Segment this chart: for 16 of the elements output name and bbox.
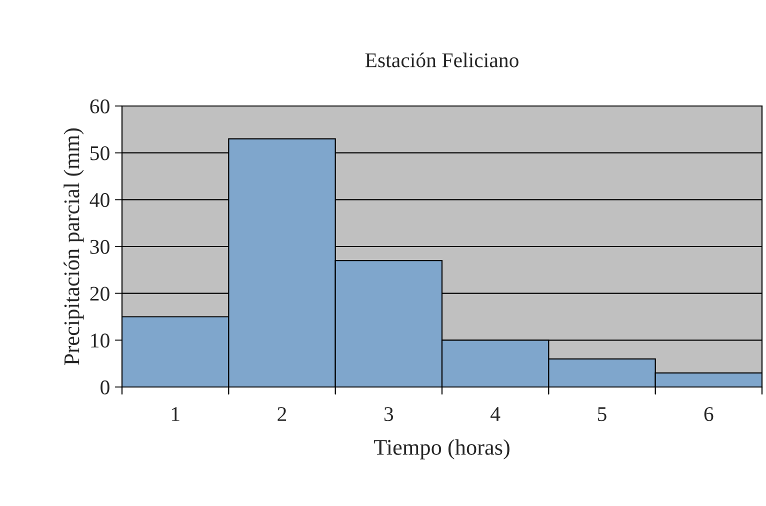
x-tick-label: 5	[598, 407, 606, 422]
chart-title: Estación Feliciano	[365, 52, 518, 68]
x-tick-label: 4	[490, 407, 500, 421]
y-tick-label: 50	[90, 146, 110, 160]
y-tick-label: 40	[90, 193, 110, 208]
x-tick-label: 6	[704, 407, 714, 422]
x-tick-label: 2	[278, 407, 286, 421]
x-tick-label: 3	[384, 407, 394, 422]
y-tick-label: 60	[90, 99, 110, 114]
y-tick-label: 30	[90, 240, 110, 254]
x-axis-title: Tiempo (horas)	[374, 439, 510, 460]
y-tick-label: 10	[91, 334, 110, 348]
x-tick-label: 1	[172, 407, 180, 421]
y-tick-label: 0	[100, 380, 110, 394]
y-tick-label: 20	[90, 286, 110, 301]
y-axis-title: Precipitación parcial (mm)	[64, 128, 84, 365]
